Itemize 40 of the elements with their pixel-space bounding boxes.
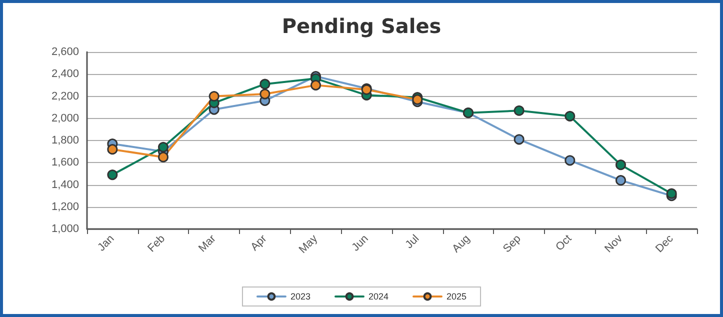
x-tick-label: Aug: [450, 232, 472, 256]
point: [514, 105, 524, 116]
point: [208, 91, 220, 102]
x-tick-label: Jul: [403, 232, 422, 252]
y-tick-label: 1,400: [51, 178, 79, 191]
legend-label: 2024: [368, 292, 389, 302]
x-tick-label: Apr: [248, 232, 270, 254]
y-tick-label: 2,000: [51, 112, 79, 124]
point: [616, 175, 626, 186]
x-tick-label: Feb: [146, 232, 168, 255]
x-tick-label: Dec: [654, 232, 676, 256]
point: [260, 88, 270, 100]
point: [564, 110, 576, 122]
y-tick-label: 2,600: [51, 46, 79, 58]
point: [107, 144, 118, 155]
x-tick-label: May: [296, 232, 320, 256]
point: [616, 160, 626, 170]
point: [158, 152, 168, 162]
y-tick-label: 2,400: [51, 68, 79, 80]
x-tick-label: Nov: [602, 232, 626, 256]
point: [107, 170, 118, 180]
point: [564, 155, 576, 166]
y-tick-label: 2,200: [51, 90, 79, 102]
chart-title: Pending Sales: [282, 14, 442, 38]
x-tick-label: Oct: [554, 232, 574, 254]
point: [666, 188, 677, 199]
legend-label: 2023: [290, 292, 310, 302]
y-tick-label: 1,600: [51, 156, 79, 169]
x-tick-label: Jan: [96, 232, 117, 254]
y-tick-label: 1,000: [51, 223, 79, 235]
point: [158, 142, 168, 152]
x-tick-label: Jun: [350, 232, 371, 254]
point: [514, 134, 524, 145]
legend-label: 2025: [446, 292, 467, 302]
y-tick-label: 1,200: [51, 200, 79, 213]
x-tick-label: Sep: [501, 232, 524, 256]
point: [310, 80, 321, 90]
point: [260, 78, 270, 90]
y-tick-label: 1,800: [51, 134, 79, 146]
x-tick-label: Mar: [196, 232, 219, 255]
